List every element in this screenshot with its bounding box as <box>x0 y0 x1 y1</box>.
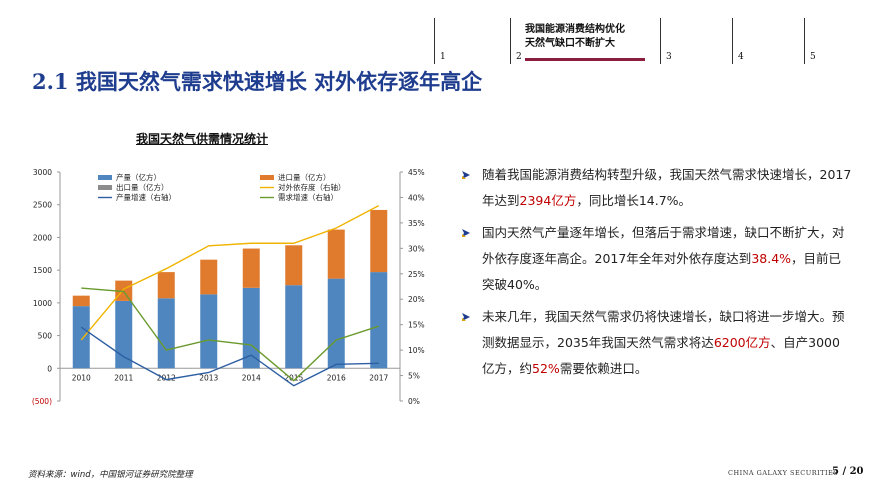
x-tick-label: 2014 <box>242 373 261 382</box>
bullet-text: 、自产3000亿方，约 <box>482 335 840 376</box>
demand-growth-line <box>81 287 379 382</box>
x-tick-label: 2012 <box>157 373 176 382</box>
nav-section-3[interactable]: 3 <box>660 18 732 64</box>
import-bar <box>242 248 260 288</box>
left-tick-label: 2500 <box>33 201 52 210</box>
highlight-value: 2394亿方 <box>519 193 577 208</box>
legend-swatch <box>260 175 274 180</box>
nav-section-2-title-line1: 我国能源消费结构优化 <box>525 24 625 35</box>
bullet-text: 随着我国能源消费结构转型升级，我国天然气需求快速增长，2017年达到 <box>482 167 852 208</box>
import-bar <box>72 295 90 307</box>
production-bar <box>72 306 90 369</box>
highlight-value: 52% <box>532 361 560 376</box>
legend-label: 产量（亿方） <box>116 172 161 182</box>
nav-section-5[interactable]: 5 <box>804 18 874 64</box>
right-tick-label: 35% <box>408 219 425 228</box>
legend-label: 出口量（亿方） <box>116 182 169 192</box>
bullet-list: 随着我国能源消费结构转型升级，我国天然气需求快速增长，2017年达到2394亿方… <box>462 162 852 388</box>
production-bar <box>157 298 175 369</box>
import-bar <box>200 259 218 295</box>
dependency-line <box>80 204 380 341</box>
bullet-text: 需要依赖进口。 <box>559 361 648 376</box>
production-bar <box>242 287 260 369</box>
bullet-item: 随着我国能源消费结构转型升级，我国天然气需求快速增长，2017年达到2394亿方… <box>462 162 852 214</box>
x-tick-label: 2011 <box>114 373 133 382</box>
bullet-text: ，同比增长14.7%。 <box>576 193 692 208</box>
left-tick-label: 1500 <box>33 266 52 275</box>
bullet-arrow-icon <box>462 229 470 237</box>
right-tick-label: 0% <box>408 397 420 406</box>
import-bar <box>327 229 345 279</box>
nav-active-indicator <box>525 58 645 61</box>
left-tick-label: 1000 <box>33 299 52 308</box>
bullet-text: 国内天然气产量逐年增长，但落后于需求增速，缺口不断扩大，对外依存度逐年高企。20… <box>482 225 845 266</box>
left-tick-label: 2000 <box>33 233 52 242</box>
highlight-value: 6200亿方 <box>713 335 771 350</box>
left-tick-label: 0 <box>47 364 52 373</box>
right-tick-label: 25% <box>408 270 425 279</box>
legend-label: 产量增速（右轴） <box>116 192 176 202</box>
right-tick-label: 10% <box>408 346 425 355</box>
left-tick-label: 500 <box>38 332 53 341</box>
left-tick-label: (500) <box>32 397 52 406</box>
legend-label: 对外依存度（右轴） <box>278 182 346 192</box>
legend-swatch <box>98 175 112 180</box>
bullet-item: 未来几年，我国天然气需求仍将快速增长，缺口将进一步增大。预测数据显示，2035年… <box>462 304 852 382</box>
source-note: 资料来源：wind，中国银河证券研究院整理 <box>28 470 193 480</box>
production-growth-line <box>80 326 379 387</box>
nav-section-number: 1 <box>440 52 446 62</box>
production-bar <box>200 294 218 369</box>
import-bar <box>157 272 175 299</box>
bullet-text: ，目前已突破40%。 <box>482 251 842 292</box>
x-tick-label: 2017 <box>369 373 388 382</box>
production-bar <box>285 285 303 369</box>
bullet-text: 未来几年，我国天然气需求仍将快速增长，缺口将进一步增大。预测数据显示，2035年… <box>482 309 845 350</box>
supply-demand-chart: (500) 0 500 1000 1500 2000 2500 3000 0% 5% 10% 15% 2… <box>32 168 425 406</box>
nav-section-number: 4 <box>738 52 744 62</box>
x-tick-label: 2013 <box>199 373 218 382</box>
x-tick-label: 2015 <box>284 373 303 382</box>
nav-section-2-title-line2: 天然气缺口不断扩大 <box>525 38 615 49</box>
import-bar <box>115 280 133 301</box>
left-tick-label: 3000 <box>33 168 52 177</box>
nav-section-number: 3 <box>666 52 672 62</box>
page-number: 5 / 20 <box>832 466 864 477</box>
production-bar <box>370 272 388 369</box>
nav-section-number: 5 <box>810 52 816 62</box>
chart-title: 我国天然气供需情况统计 <box>136 132 269 146</box>
production-bar <box>115 300 133 369</box>
bullet-item: 国内天然气产量逐年增长，但落后于需求增速，缺口不断扩大，对外依存度逐年高企。20… <box>462 220 852 298</box>
nav-section-number: 2 <box>516 52 522 62</box>
right-tick-label: 20% <box>408 295 425 304</box>
legend-swatch <box>98 185 112 190</box>
x-tick-label: 2016 <box>327 373 346 382</box>
legend-label: 需求增速（右轴） <box>278 192 338 202</box>
import-bar <box>285 245 303 286</box>
nav-section-4[interactable]: 4 <box>732 18 804 64</box>
page-title: 2.1 我国天然气需求快速增长 对外依存逐年高企 <box>32 69 483 94</box>
x-tick-label: 2010 <box>72 373 91 382</box>
brand-logo-text: CHINA GALAXY SECURITIES <box>728 469 839 477</box>
legend-label: 进口量（亿方） <box>278 172 331 182</box>
right-tick-label: 45% <box>408 168 425 177</box>
nav-section-2-title: 我国能源消费结构优化 天然气缺口不断扩大 <box>525 23 625 51</box>
nav-section-2[interactable]: 我国能源消费结构优化 天然气缺口不断扩大 2 <box>510 18 660 64</box>
right-tick-label: 15% <box>408 321 425 330</box>
right-tick-label: 5% <box>408 372 420 381</box>
bullet-arrow-icon <box>462 171 470 179</box>
import-bar <box>370 209 388 273</box>
section-nav: 1 我国能源消费结构优化 天然气缺口不断扩大 2 3 4 5 <box>434 18 874 64</box>
bullet-arrow-icon <box>462 313 470 321</box>
right-tick-label: 30% <box>408 244 425 253</box>
right-tick-label: 40% <box>408 193 425 202</box>
nav-section-1[interactable]: 1 <box>434 18 510 64</box>
highlight-value: 38.4% <box>751 251 792 266</box>
production-bar <box>327 278 345 369</box>
